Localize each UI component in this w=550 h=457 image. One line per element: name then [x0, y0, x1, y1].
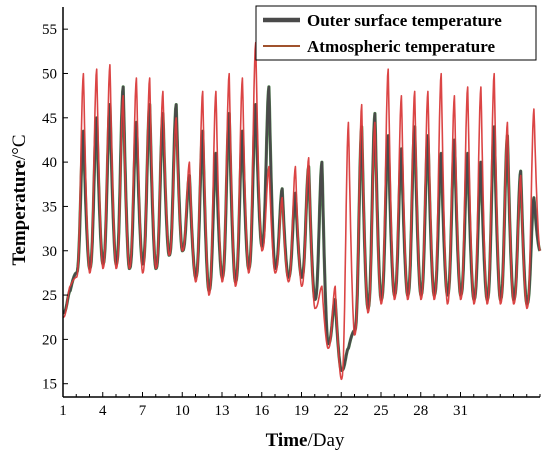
x-tick-label: 25 — [374, 403, 389, 419]
x-tick-label: 28 — [413, 403, 428, 419]
x-tick-label: 4 — [99, 403, 107, 419]
x-tick-label: 19 — [294, 403, 309, 419]
x-tick-label: 10 — [175, 403, 190, 419]
x-tick-label: 22 — [334, 403, 349, 419]
x-tick-label: 13 — [215, 403, 230, 419]
y-tick-label: 45 — [42, 111, 57, 127]
plot-layer — [62, 41, 542, 381]
y-tick-label: 30 — [42, 244, 57, 260]
legend: Outer surface temperature Atmospheric te… — [255, 5, 537, 61]
y-axis-title-unit: /°C — [9, 134, 30, 160]
y-tick-label: 15 — [42, 377, 57, 393]
series-line-atmospheric — [62, 41, 541, 381]
y-tick-label: 55 — [42, 22, 57, 38]
x-tick-label: 31 — [453, 403, 468, 419]
x-tick-label: 7 — [139, 403, 147, 419]
y-tick-label: 25 — [42, 288, 57, 304]
x-axis-title-bold: Time — [266, 430, 308, 451]
y-tick-label: 50 — [42, 66, 57, 82]
y-tick-label: 20 — [42, 332, 57, 348]
legend-label-outer-surface: Outer surface temperature — [307, 11, 502, 30]
y-axis-title-bold: Temperature — [9, 160, 30, 266]
y-axis-title: Temperature/°C — [9, 134, 30, 265]
y-tick-label: 35 — [42, 199, 57, 215]
x-tick-label: 1 — [59, 403, 67, 419]
x-axis-title: Time/Day — [266, 430, 345, 451]
legend-box — [255, 5, 537, 61]
x-tick-label: 16 — [254, 403, 270, 419]
y-tick-label: 40 — [42, 155, 57, 171]
axes-layer: 15 20 25 30 35 40 45 50 55 1 4 7 10 13 16 19 22 25 28 31 — [42, 7, 541, 419]
legend-label-atmospheric: Atmospheric temperature — [307, 37, 496, 56]
x-axis-title-unit: /Day — [307, 430, 344, 451]
